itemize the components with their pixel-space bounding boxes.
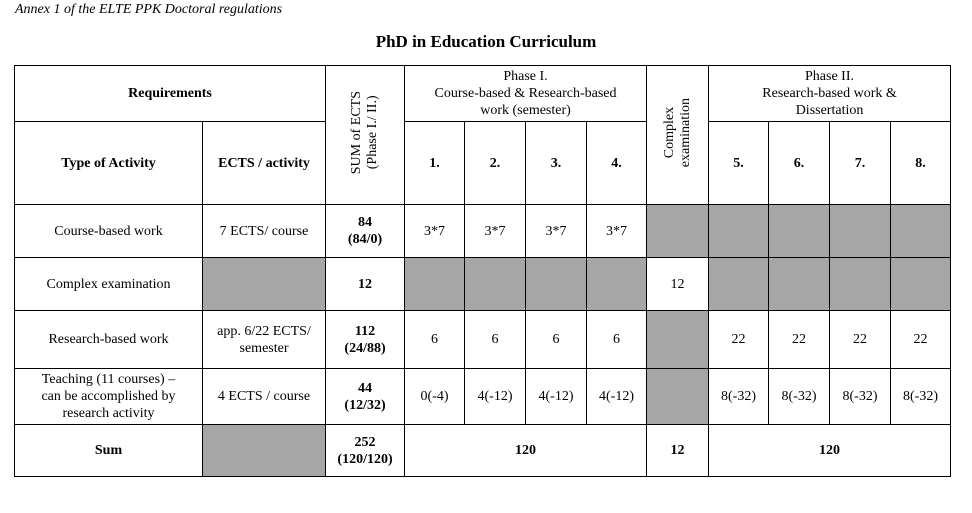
sum-ects-header: SUM of ECTS (Phase I./ II.) [325,65,406,205]
type-of-activity-header: Type of Activity [14,121,203,205]
sum-cell: 44 (12/32) [325,368,406,425]
curriculum-table: Requirements SUM of ECTS (Phase I./ II.) … [13,65,952,477]
value-cell: 3*7 [525,204,588,258]
value-cell: 22 [829,310,892,369]
value-cell: 22 [708,310,770,369]
value-cell: 8(-32) [768,368,831,425]
value-cell: 8(-32) [829,368,892,425]
value-cell: 6 [464,310,527,369]
semester-7-header: 7. [829,121,892,205]
header-row-2: Type of Activity ECTS / activity 1. 2. 3… [14,121,952,205]
activity-cell: Teaching (11 courses) – can be accomplish… [14,368,203,425]
ects-cell: 7 ECTS/ course [201,204,327,258]
value-cell: 4(-12) [586,368,648,425]
empty-cell [404,257,466,311]
empty-cell [890,257,952,311]
semester-3-header: 3. [525,121,588,205]
value-cell: 3*7 [586,204,648,258]
complex-total: 12 [646,424,710,477]
empty-cell [829,257,892,311]
value-cell: 22 [890,310,952,369]
empty-cell [201,424,327,477]
activity-cell: Research-based work [14,310,203,369]
value-cell: 12 [646,257,710,311]
page-title: PhD in Education Curriculum [375,32,597,51]
value-cell: 4(-12) [464,368,527,425]
table-row: Research-based work app. 6/22 ECTS/semes… [14,310,952,369]
requirements-header: Requirements [13,65,327,122]
value-cell: 0(-4) [404,368,466,425]
value-cell: 6 [525,310,588,369]
annex-note: Annex 1 of the ELTE PPK Doctoral regulat… [15,2,283,17]
table-row: Course-based work 7 ECTS/ course 84 (84/0… [14,204,952,258]
empty-cell [646,368,710,425]
phase1-total: 120 [404,424,648,477]
sum-cell: 112 (24/88) [325,310,406,369]
empty-cell [464,257,527,311]
ects-per-activity-header: ECTS / activity [201,121,327,205]
phase2-total: 120 [708,424,952,477]
empty-cell [768,257,831,311]
empty-cell [646,310,710,369]
phase2-header: Phase II. Research-based work & Disserta… [708,65,952,122]
value-cell: 3*7 [464,204,527,258]
semester-4-header: 4. [586,121,648,205]
ects-cell: app. 6/22 ECTS/semester [201,310,327,369]
empty-cell [708,204,770,258]
value-cell: 6 [404,310,466,369]
activity-cell: Course-based work [14,204,203,258]
sum-cell: 12 [325,257,406,311]
semester-2-header: 2. [464,121,527,205]
empty-cell [829,204,892,258]
activity-cell: Complex examination [14,257,203,311]
value-cell: 4(-12) [525,368,588,425]
value-cell: 6 [586,310,648,369]
value-cell: 8(-32) [890,368,952,425]
value-cell: 22 [768,310,831,369]
semester-8-header: 8. [890,121,952,205]
sum-total-cell: 252 (120/120) [325,424,406,477]
value-cell: 8(-32) [708,368,770,425]
complex-exam-header: Complex examination [646,65,710,205]
value-cell: 3*7 [404,204,466,258]
table-row: Complex examination 12 12 [14,257,952,311]
empty-cell [201,257,327,311]
semester-1-header: 1. [404,121,466,205]
semester-5-header: 5. [708,121,770,205]
empty-cell [768,204,831,258]
sum-row: Sum 252 (120/120) 120 12 120 [14,424,952,477]
sum-label: Sum [14,424,203,477]
empty-cell [646,204,710,258]
header-row-1: Requirements SUM of ECTS (Phase I./ II.) … [13,65,952,205]
semester-6-header: 6. [768,121,831,205]
empty-cell [525,257,588,311]
sum-cell: 84 (84/0) [325,204,406,258]
empty-cell [586,257,648,311]
ects-cell: 4 ECTS / course [201,368,327,425]
empty-cell [708,257,770,311]
table-row: Teaching (11 courses) – can be accomplish… [14,368,952,425]
phase1-header: Phase I. Course-based & Research-based w… [404,65,648,122]
empty-cell [890,204,952,258]
